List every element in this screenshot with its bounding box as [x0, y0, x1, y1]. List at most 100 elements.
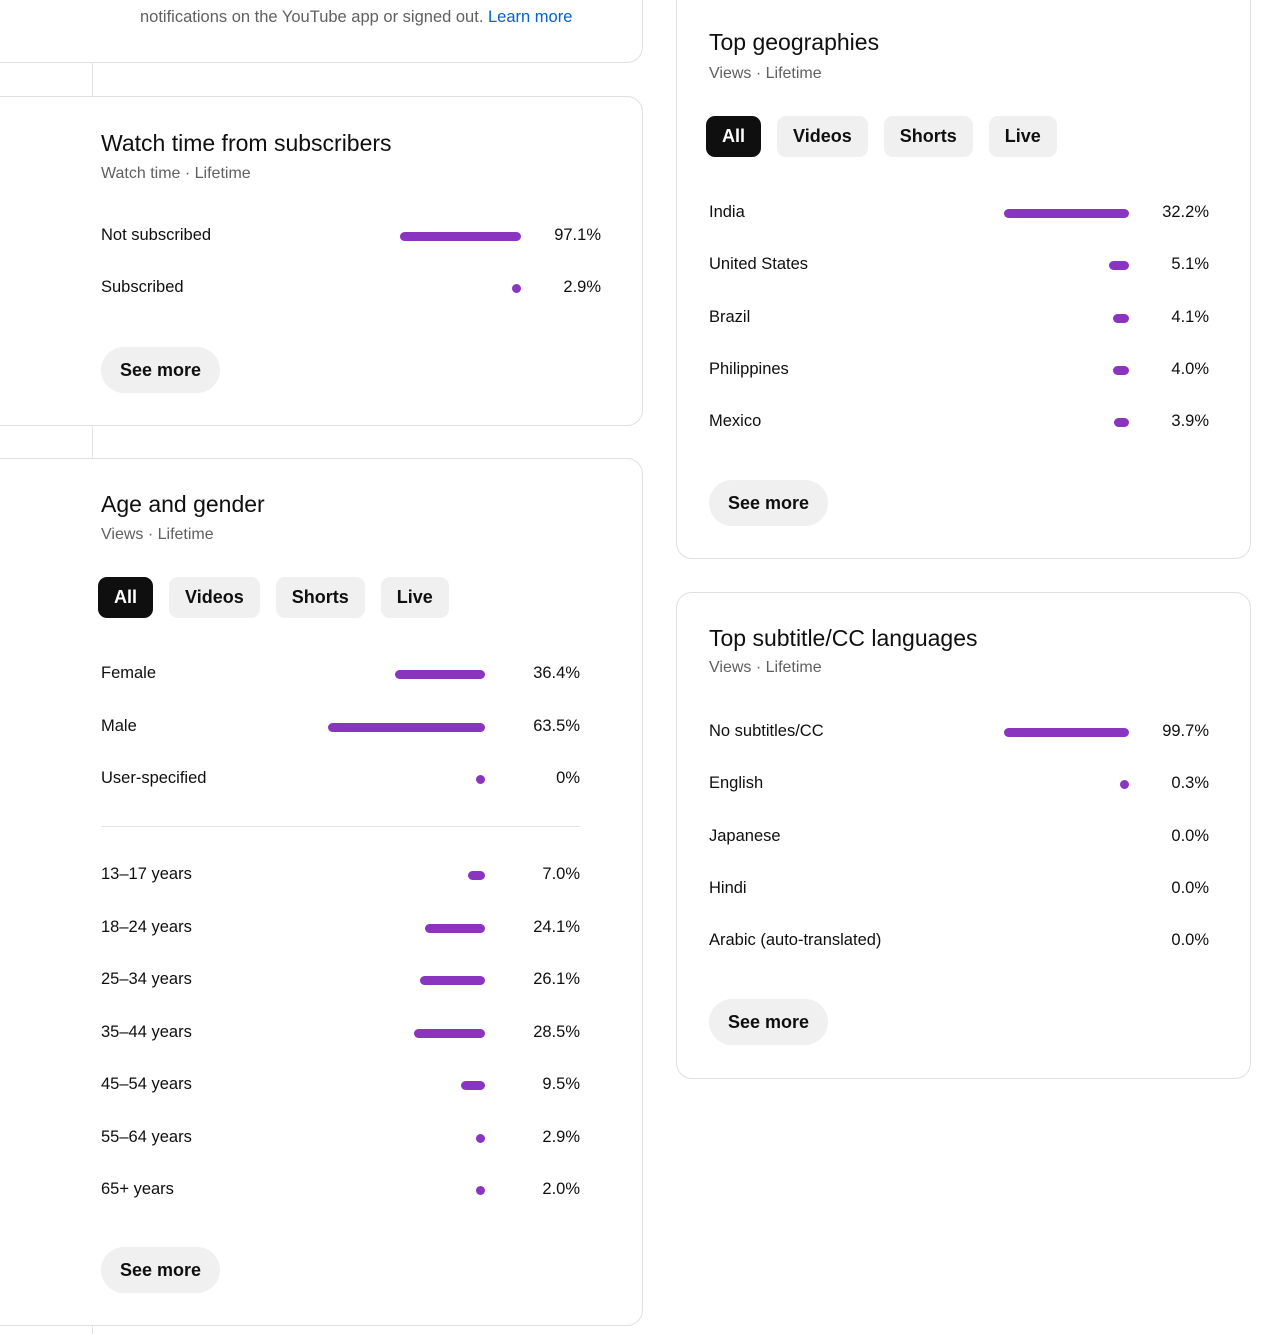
- stat-row: Male 63.5%: [101, 715, 580, 739]
- stat-label: 55–64 years: [101, 1127, 192, 1146]
- stat-bar: [327, 722, 485, 732]
- stat-row: 45–54 years 9.5%: [101, 1073, 580, 1097]
- geographies-card: Top geographies Views · Lifetime All Vid…: [676, 0, 1251, 559]
- geographies-subtitle: Views · Lifetime: [709, 65, 822, 82]
- geographies-title: Top geographies: [709, 29, 880, 55]
- watch-time-card: Watch time from subscribers Watch time ·…: [0, 96, 643, 426]
- stat-row: Brazil 4.1%: [709, 306, 1209, 330]
- stat-row: Subscribed 2.9%: [101, 276, 601, 300]
- stat-value: 7.0%: [542, 865, 580, 883]
- stat-value: 2.9%: [542, 1127, 580, 1146]
- watch-time-subtitle: Watch time · Lifetime: [101, 165, 251, 182]
- tab-all[interactable]: All: [98, 577, 154, 618]
- stat-label: 13–17 years: [101, 865, 192, 883]
- geo-tab-shorts[interactable]: Shorts: [883, 116, 973, 157]
- stat-value: 4.1%: [1171, 307, 1209, 326]
- stat-bar: [476, 1186, 485, 1195]
- geographies-see-more-button[interactable]: See more: [709, 480, 828, 526]
- stat-label: No subtitles/CC: [709, 722, 824, 740]
- stat-row: Japanese 0.0%: [709, 825, 1209, 849]
- stat-bar: [1004, 209, 1129, 218]
- stat-row: No subtitles/CC 99.7%: [709, 720, 1209, 744]
- stat-value: 0.3%: [1171, 774, 1209, 793]
- stat-bar: [467, 871, 485, 880]
- stat-row: India 32.2%: [709, 201, 1209, 225]
- stat-label: Arabic (auto-translated): [709, 931, 882, 950]
- stat-value: 9.5%: [542, 1075, 580, 1093]
- tab-videos[interactable]: Videos: [169, 577, 260, 618]
- stat-label: Male: [101, 716, 137, 735]
- stat-value: 5.1%: [1171, 255, 1209, 274]
- stat-value: 26.1%: [533, 970, 580, 988]
- stat-row: Philippines 4.0%: [709, 358, 1209, 382]
- stat-bar: [461, 1081, 485, 1090]
- stat-value: 63.5%: [533, 716, 580, 735]
- stat-value: 0.0%: [1171, 826, 1209, 845]
- stat-value: 36.4%: [533, 664, 580, 682]
- stat-value: 32.2%: [1162, 203, 1209, 221]
- age-gender-title: Age and gender: [101, 491, 265, 517]
- stat-bar: [420, 976, 485, 985]
- stat-row: User-specified 0%: [101, 767, 580, 791]
- age-gender-card: Age and gender Views · Lifetime All Vide…: [0, 458, 643, 1326]
- stat-bar: [476, 775, 485, 784]
- stat-value: 3.9%: [1171, 412, 1209, 431]
- notice-text: notifications on the YouTube app or sign…: [140, 8, 572, 27]
- stat-bar: [1120, 780, 1129, 790]
- stat-value: 0.0%: [1171, 931, 1209, 950]
- stat-bar: [1113, 418, 1129, 428]
- stat-value: 24.1%: [533, 917, 580, 936]
- stat-bar: [399, 232, 521, 241]
- stat-value: 28.5%: [533, 1022, 580, 1041]
- stat-bar: [394, 670, 485, 679]
- stat-bar: [1004, 728, 1129, 737]
- stat-label: User-specified: [101, 769, 207, 787]
- stat-label: 45–54 years: [101, 1075, 192, 1093]
- stat-label: English: [709, 774, 764, 793]
- stat-bar: [425, 923, 485, 933]
- stat-value: 4.0%: [1171, 359, 1209, 378]
- learn-more-link[interactable]: Learn more: [488, 8, 573, 26]
- stat-label: Philippines: [709, 359, 789, 378]
- stat-row: 55–64 years 2.9%: [101, 1126, 580, 1150]
- stat-label: Mexico: [709, 412, 762, 431]
- stat-row: Hindi 0.0%: [709, 877, 1209, 901]
- age-gender-divider: [101, 826, 580, 827]
- age-gender-subtitle: Views · Lifetime: [101, 526, 214, 543]
- subtitles-subtitle: Views · Lifetime: [709, 659, 822, 676]
- stat-bar: [1113, 365, 1129, 375]
- stat-row: 25–34 years 26.1%: [101, 968, 580, 992]
- stat-row: United States 5.1%: [709, 253, 1209, 277]
- stat-label: 35–44 years: [101, 1022, 192, 1041]
- stat-label: India: [709, 203, 745, 221]
- stat-bar: [476, 1133, 485, 1143]
- stat-row: 18–24 years 24.1%: [101, 916, 580, 940]
- age-gender-see-more-button[interactable]: See more: [101, 1247, 220, 1293]
- stat-value: 99.7%: [1162, 722, 1209, 740]
- stat-label: Not subscribed: [101, 226, 212, 244]
- geo-tab-all[interactable]: All: [706, 116, 762, 157]
- stat-row: Mexico 3.9%: [709, 410, 1209, 434]
- stat-label: Japanese: [709, 826, 781, 845]
- tab-shorts[interactable]: Shorts: [275, 577, 365, 618]
- watch-time-see-more-button[interactable]: See more: [101, 347, 220, 393]
- stat-value: 2.9%: [563, 278, 601, 296]
- stat-row: 35–44 years 28.5%: [101, 1021, 580, 1045]
- geo-tab-videos[interactable]: Videos: [777, 116, 868, 157]
- age-gender-tabs: All Videos Shorts Live: [98, 577, 449, 618]
- stat-label: Subscribed: [101, 278, 184, 296]
- stat-row: Not subscribed 97.1%: [101, 224, 601, 248]
- subtitles-card: Top subtitle/CC languages Views · Lifeti…: [676, 592, 1251, 1079]
- stat-bar: [512, 284, 521, 293]
- stat-row: Female 36.4%: [101, 662, 580, 686]
- subtitles-see-more-button[interactable]: See more: [709, 999, 828, 1045]
- geo-tab-live[interactable]: Live: [988, 116, 1057, 157]
- notice-text-body: notifications on the YouTube app or sign…: [140, 8, 484, 26]
- geographies-tabs: All Videos Shorts Live: [706, 116, 1057, 157]
- tab-live[interactable]: Live: [380, 577, 449, 618]
- stat-label: Hindi: [709, 878, 747, 897]
- stat-row: Arabic (auto-translated) 0.0%: [709, 929, 1209, 953]
- stat-label: Brazil: [709, 307, 751, 326]
- stat-label: 65+ years: [101, 1180, 174, 1198]
- stat-value: 0.0%: [1171, 878, 1209, 897]
